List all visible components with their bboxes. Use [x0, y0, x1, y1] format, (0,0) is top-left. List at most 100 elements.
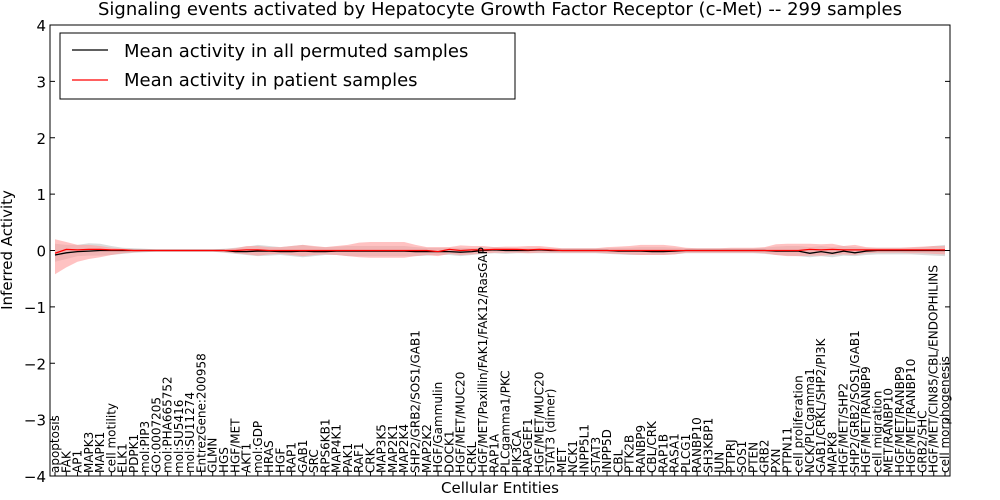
x-tick-label: CRK [363, 447, 377, 473]
x-tick-label: SOS1 [735, 441, 749, 473]
x-tick-label: HGF/Gammulin [431, 382, 445, 473]
x-tick-label: SHP2/GRB2/SOS1/GAB1 [848, 330, 862, 473]
legend-label-patient: Mean activity in patient samples [124, 70, 418, 91]
x-tick-label: AP1 [71, 450, 85, 473]
x-tick-label: GRB2/SHC [916, 410, 930, 473]
x-tick-label: FAK [59, 450, 73, 473]
y-tick-label: −4 [24, 468, 46, 486]
x-tick-label: mol:SU5416 [172, 400, 186, 473]
x-tick-label: HGF/MET/MUC20 [532, 372, 546, 473]
x-tick-label: HGS [217, 447, 231, 473]
x-tick-label: NCK1 [566, 440, 580, 473]
x-tick-label: PAK1 [341, 443, 355, 473]
x-tick-label: PTK2B [623, 435, 637, 473]
x-tick-label: INPP5D [600, 429, 614, 473]
x-tick-label: HGF/MET/CIN85/CBL/ENDOPHILINS [927, 265, 941, 473]
x-tick-label: HGF/MET [228, 418, 242, 473]
x-tick-label: MAP2K1 [386, 424, 400, 473]
y-tick-label: 3 [36, 73, 46, 91]
y-tick-label: 0 [36, 243, 46, 261]
patient-band [55, 239, 945, 275]
x-tick-label: RAP1A [487, 433, 501, 473]
x-tick-label: PLCgamma1/PKC [499, 370, 513, 473]
x-tick-label: CBL [611, 449, 625, 473]
x-tick-label: HGF [273, 448, 287, 473]
x-tick-label: MAPK3 [82, 432, 96, 473]
x-tick-label: RASA1 [668, 433, 682, 473]
x-tick-label: MAPK8 [825, 432, 839, 473]
x-tick-label: PXN [769, 449, 783, 473]
x-tick-label: MAP2K2 [420, 424, 434, 473]
x-tick-label: mol:SU11274 [183, 392, 197, 473]
confidence-bands [55, 239, 945, 275]
x-tick-label: CBL/CRK [645, 420, 659, 473]
series-lines [54, 248, 945, 256]
x-tick-label: RANBP9 [634, 425, 648, 473]
legend-label-permuted: Mean activity in all permuted samples [124, 41, 468, 62]
x-tick-label: CRKL [465, 441, 479, 473]
x-tick-label: mol:PIP3 [138, 421, 152, 473]
x-tick-label: cell proliferation [792, 375, 806, 473]
series-line-1 [54, 248, 945, 254]
x-tick-label: RAP1B [656, 434, 670, 473]
x-tick-label: MAP2K4 [397, 424, 411, 473]
x-tick-label: HGF/MET/RANBP9 [893, 366, 907, 473]
x-tick-label: SRC [307, 449, 321, 473]
x-tick-label: mol:GDP [251, 421, 265, 473]
x-tick-label: PTEN [747, 442, 761, 473]
x-tick-label: RPS6KB1 [318, 418, 332, 473]
x-tick-label: cell morphogenesis [938, 356, 952, 473]
legend: Mean activity in all permuted samples Me… [59, 32, 516, 100]
x-tick-label: ELK1 [116, 443, 130, 473]
y-tick-label: −3 [24, 412, 46, 430]
x-tick-label: mol:PHA665752 [161, 376, 175, 473]
x-tick-label: MET [555, 447, 569, 473]
x-tick-label: DOCK1 [442, 430, 456, 473]
x-tick-label: HGF/MET/RANBP10 [904, 359, 918, 473]
x-tick-label: INPP5L1 [578, 424, 592, 473]
x-tick-label: RANBP10 [690, 417, 704, 473]
x-tick-label: HGF/MET/Paxillin/FAK1/FAK12/RasGAP [476, 247, 490, 473]
x-tick-label: SHP2/GRB2/SOS1/GAB1 [409, 330, 423, 473]
x-tick-label: MAPK1 [93, 432, 107, 473]
x-tick-label: GRB2 [758, 439, 772, 473]
x-tick-label: JUN [713, 452, 727, 474]
y-tick-label: −1 [24, 299, 46, 317]
x-tick-label: HRAS [262, 440, 276, 473]
x-tick-label: AKT1 [240, 443, 254, 473]
x-tick-label: apoptosis [48, 415, 62, 473]
x-tick-label: RAP1 [285, 442, 299, 473]
x-tick-label: STAT3 (dimer) [544, 389, 558, 473]
x-tick-label: MAP4K1 [330, 424, 344, 473]
x-tick-label: GAB1/CRKL/SHP2/PI3K [814, 337, 828, 473]
x-tick-label: MAP3K5 [375, 424, 389, 473]
x-tick-label: cell migration [870, 391, 884, 473]
x-tick-label: SH3KBP1 [701, 418, 715, 473]
x-axis-label: Cellular Entities [441, 479, 559, 497]
y-tick-label: 2 [36, 130, 46, 148]
x-tick-label: NCK/PLCgamma1 [803, 368, 817, 473]
x-tick-label: GAB1 [296, 440, 310, 473]
legend-box [59, 32, 516, 100]
x-tick-label: MET/RANBP10 [882, 388, 896, 473]
x-tick-label: HGF/MET/MUC20 [454, 372, 468, 473]
x-tick-label: EntrezGene:200958 [195, 353, 209, 473]
x-tick-label: PLCG1 [679, 434, 693, 473]
x-tick-label: PTPRJ [724, 439, 738, 473]
y-tick-label: 4 [36, 17, 46, 35]
x-tick-label: GO:0007205 [149, 397, 163, 473]
x-tick-label: STAT3 [589, 437, 603, 473]
x-tick-label: cell motility [104, 403, 118, 473]
x-tick-label: HGF/MET/SHP2 [837, 383, 851, 473]
y-axis-label: Inferred Activity [0, 190, 16, 310]
x-tick-label: GLMN [206, 438, 220, 473]
x-tick-label: HGF/MET/RANBP9 [859, 366, 873, 473]
x-tick-label: PDPK1 [127, 434, 141, 473]
y-axis: 4 3 2 1 0 −1 −2 −3 −4 [24, 17, 950, 486]
chart-title: Signaling events activated by Hepatocyte… [98, 0, 902, 20]
x-tick-label: RAPGEF1 [521, 418, 535, 473]
x-tick-label: PIK3CA [510, 429, 524, 473]
y-tick-label: −2 [24, 355, 46, 373]
y-tick-label: 1 [36, 186, 46, 204]
